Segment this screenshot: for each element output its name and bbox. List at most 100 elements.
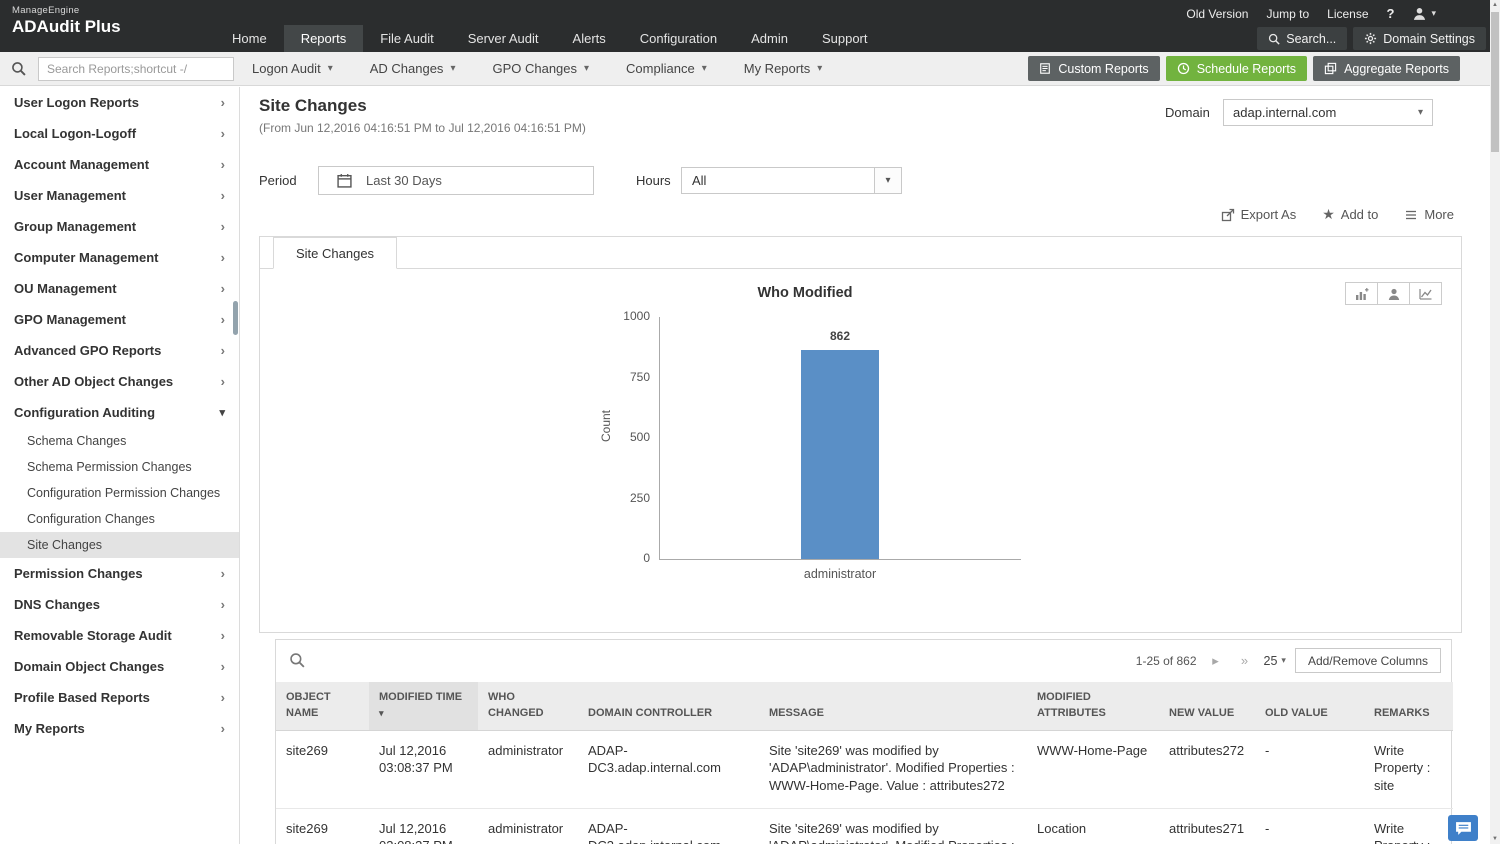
domain-select-value: adap.internal.com xyxy=(1233,105,1337,120)
sidebar-item-removable-storage-audit[interactable]: Removable Storage Audit › xyxy=(0,620,239,651)
app-logo[interactable]: ManageEngine ADAudit Plus xyxy=(12,5,121,37)
scroll-up-icon[interactable]: ▲ xyxy=(1492,2,1498,8)
more-label: More xyxy=(1424,207,1454,222)
sidebar-item-my-reports[interactable]: My Reports › xyxy=(0,713,239,744)
search-icon[interactable] xyxy=(11,61,26,81)
scrollbar-thumb[interactable] xyxy=(1491,12,1499,152)
nav-admin[interactable]: Admin xyxy=(751,31,788,46)
col-header-new-value[interactable]: NEW VALUE xyxy=(1159,682,1255,731)
sidebar-item-advanced-gpo-reports[interactable]: Advanced GPO Reports › xyxy=(0,335,239,366)
sidebar-item-account-management[interactable]: Account Management › xyxy=(0,149,239,180)
chart-export-icon[interactable] xyxy=(1409,282,1442,305)
help-icon[interactable]: ? xyxy=(1386,6,1395,21)
menu-gpo-changes[interactable]: GPO Changes ▾ xyxy=(492,61,589,76)
col-header-domain-controller[interactable]: DOMAIN CONTROLLER xyxy=(578,682,759,731)
sidebar-item-user-logon-reports[interactable]: User Logon Reports › xyxy=(0,87,239,118)
page-scrollbar[interactable]: ▲ ▼ xyxy=(1490,0,1500,844)
sidebar-item-gpo-management[interactable]: GPO Management › xyxy=(0,304,239,335)
sidebar-item-dns-changes[interactable]: DNS Changes › xyxy=(0,589,239,620)
add-to-button[interactable]: ★ Add to xyxy=(1322,206,1378,223)
nav-alerts[interactable]: Alerts xyxy=(572,31,606,46)
sidebar-scroll-thumb[interactable] xyxy=(233,301,238,335)
col-header-old-value[interactable]: OLD VALUE xyxy=(1255,682,1364,731)
user-menu[interactable]: ▾ xyxy=(1412,6,1436,21)
sidebar-item-label: GPO Management xyxy=(14,312,126,327)
col-header-modified-attributes[interactable]: MODIFIED ATTRIBUTES xyxy=(1027,682,1159,731)
chevron-right-icon: › xyxy=(220,721,225,736)
chart-type-icon[interactable] xyxy=(1345,282,1378,305)
caret-down-icon: ▾ xyxy=(874,168,901,193)
menu-ad-changes[interactable]: AD Changes ▾ xyxy=(370,61,456,76)
period-picker[interactable]: Last 30 Days xyxy=(318,166,594,195)
top-link-old-version[interactable]: Old Version xyxy=(1186,6,1249,21)
report-table-body: site269 Jul 12,2016 03:08:37 PM administra… xyxy=(276,730,1453,844)
caret-down-icon: ▾ xyxy=(327,63,333,74)
nav-file-audit[interactable]: File Audit xyxy=(380,31,434,46)
sidebar-item-permission-changes[interactable]: Permission Changes › xyxy=(0,558,239,589)
col-header-message[interactable]: MESSAGE xyxy=(759,682,1027,731)
last-page-icon[interactable]: » xyxy=(1240,653,1249,668)
sidebar-item-local-logon-logoff[interactable]: Local Logon-Logoff › xyxy=(0,118,239,149)
table-cell: administrator xyxy=(478,807,578,844)
sidebar-item-ou-management[interactable]: OU Management › xyxy=(0,273,239,304)
next-page-icon[interactable]: ▸ xyxy=(1212,652,1219,668)
aggregate-reports-button[interactable]: Aggregate Reports xyxy=(1313,56,1460,81)
sidebar-item-computer-management[interactable]: Computer Management › xyxy=(0,242,239,273)
nav-support[interactable]: Support xyxy=(821,31,868,46)
nav-server-audit[interactable]: Server Audit xyxy=(467,31,539,46)
nav-reports[interactable]: Reports xyxy=(283,25,364,52)
sidebar-item-domain-object-changes[interactable]: Domain Object Changes › xyxy=(0,651,239,682)
chat-support-button[interactable] xyxy=(1448,815,1478,841)
search-button[interactable]: Search... xyxy=(1257,27,1348,50)
gear-icon xyxy=(1365,32,1377,45)
sidebar-item-other-ad-object-changes[interactable]: Other AD Object Changes › xyxy=(0,366,239,397)
bar-administrator[interactable] xyxy=(801,350,879,559)
col-header-object-name[interactable]: OBJECT NAME xyxy=(276,682,369,731)
top-link-license[interactable]: License xyxy=(1327,6,1369,21)
chevron-right-icon: › xyxy=(220,374,225,389)
add-remove-columns-button[interactable]: Add/Remove Columns xyxy=(1294,648,1441,673)
custom-reports-button[interactable]: Custom Reports xyxy=(1028,56,1160,81)
search-reports-input[interactable] xyxy=(38,57,234,81)
menu-logon-audit[interactable]: Logon Audit ▾ xyxy=(252,61,333,76)
col-header-remarks[interactable]: REMARKS xyxy=(1364,682,1453,731)
domain-select[interactable]: adap.internal.com ▾ xyxy=(1223,99,1433,126)
nav-configuration[interactable]: Configuration xyxy=(639,31,718,46)
reports-toolbar: Logon Audit▾ AD Changes▾ GPO Changes▾ Compl… xyxy=(0,52,1500,86)
report-table-panel: 1-25 of 862 ▸ » 25 ▾ Add/Remove Columns … xyxy=(275,639,1453,844)
sidebar-item-schema-changes[interactable]: Schema Changes xyxy=(27,434,127,448)
tab-site-changes[interactable]: Site Changes xyxy=(273,237,398,269)
sidebar-item-configuration-changes[interactable]: Configuration Changes xyxy=(27,512,155,526)
schedule-reports-button[interactable]: Schedule Reports xyxy=(1165,56,1308,81)
sidebar-item-profile-based-reports[interactable]: Profile Based Reports › xyxy=(0,682,239,713)
sidebar-item-configuration-auditing[interactable]: Configuration Auditing ▾ xyxy=(0,397,239,428)
col-header-modified-time[interactable]: MODIFIED TIME ▾ xyxy=(369,682,478,731)
sidebar-item-site-changes[interactable]: Site Changes xyxy=(0,532,239,558)
sidebar-item-schema-permission-changes[interactable]: Schema Permission Changes xyxy=(27,460,192,474)
table-search-icon[interactable] xyxy=(289,652,305,673)
menu-my-reports[interactable]: My Reports ▾ xyxy=(744,61,823,76)
sidebar-item-configuration-permission-changes[interactable]: Configuration Permission Changes xyxy=(27,486,221,500)
sidebar-item-group-management[interactable]: Group Management › xyxy=(0,211,239,242)
sort-caret-icon: ▾ xyxy=(379,707,384,718)
hours-select[interactable]: All ▾ xyxy=(681,167,902,194)
scroll-down-icon[interactable]: ▼ xyxy=(1492,836,1498,842)
reports-sidebar: User Logon Reports › Local Logon-Logoff › Ac… xyxy=(0,87,240,844)
col-header-who-changed[interactable]: WHO CHANGED xyxy=(478,682,578,731)
export-as-button[interactable]: Export As xyxy=(1221,206,1296,223)
sidebar-item-label: OU Management xyxy=(14,281,117,296)
pagination-range: 1-25 of 862 xyxy=(1135,653,1197,668)
user-summary-icon[interactable] xyxy=(1377,282,1410,305)
x-category-label: administrator xyxy=(803,567,877,581)
sidebar-item-label: My Reports xyxy=(14,721,85,736)
sidebar-item-user-management[interactable]: User Management › xyxy=(0,180,239,211)
page-size-select[interactable]: 25 ▾ xyxy=(1264,654,1286,668)
more-button[interactable]: More xyxy=(1404,206,1454,223)
domain-settings-button[interactable]: Domain Settings xyxy=(1353,27,1486,50)
top-link-jump-to[interactable]: Jump to xyxy=(1266,6,1310,21)
nav-home[interactable]: Home xyxy=(232,31,267,46)
menu-compliance[interactable]: Compliance ▾ xyxy=(626,61,707,76)
sidebar-item-label: User Management xyxy=(14,188,126,203)
